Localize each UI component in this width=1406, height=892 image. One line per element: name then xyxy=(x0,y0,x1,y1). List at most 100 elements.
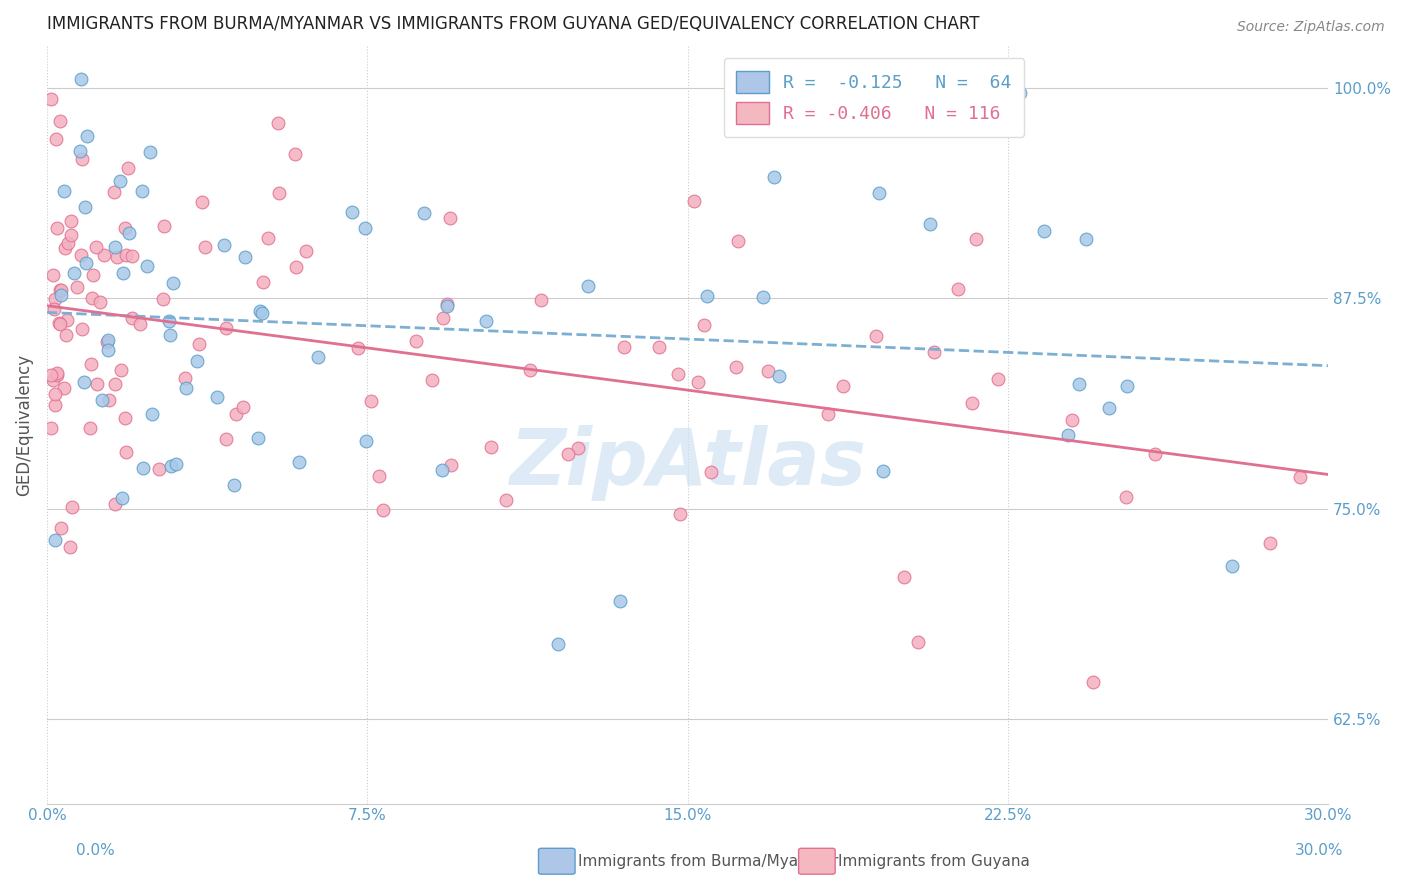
Point xyxy=(249,304,271,318)
Point xyxy=(686,376,709,390)
Point xyxy=(75,201,97,215)
Point xyxy=(960,396,983,410)
Point xyxy=(252,275,274,289)
Point xyxy=(1097,401,1119,415)
Point xyxy=(439,211,461,225)
Point xyxy=(86,240,108,254)
Point xyxy=(105,250,128,264)
Point xyxy=(267,116,290,130)
Point xyxy=(53,381,76,395)
Point xyxy=(80,357,103,371)
Point xyxy=(53,184,76,198)
Point xyxy=(519,363,541,377)
Text: IMMIGRANTS FROM BURMA/MYANMAR VS IMMIGRANTS FROM GUYANA GED/EQUIVALENCY CORRELAT: IMMIGRANTS FROM BURMA/MYANMAR VS IMMIGRA… xyxy=(46,15,980,33)
Point xyxy=(160,459,183,474)
Point xyxy=(51,287,73,301)
Point xyxy=(58,235,80,250)
Point xyxy=(110,363,132,377)
Point xyxy=(80,291,103,305)
Point xyxy=(112,266,135,280)
Legend: R =  -0.125   N =  64, R = -0.406   N = 116: R = -0.125 N = 64, R = -0.406 N = 116 xyxy=(724,59,1025,136)
Point xyxy=(613,340,636,354)
Point xyxy=(49,283,72,297)
Point xyxy=(294,244,316,259)
Point xyxy=(82,268,104,282)
Point xyxy=(60,227,83,242)
Point xyxy=(194,240,217,254)
Point xyxy=(756,364,779,378)
Point xyxy=(567,442,589,456)
Point xyxy=(233,250,256,264)
Point xyxy=(114,221,136,235)
Point xyxy=(152,219,174,233)
Point xyxy=(432,310,454,325)
Point xyxy=(1008,86,1031,100)
Point xyxy=(1083,674,1105,689)
Point xyxy=(683,194,706,209)
Point xyxy=(49,317,72,331)
Point xyxy=(907,635,929,649)
Point xyxy=(152,292,174,306)
Point xyxy=(136,259,159,273)
Point xyxy=(48,317,70,331)
Point xyxy=(1220,558,1243,573)
Point xyxy=(75,256,97,270)
Point xyxy=(59,214,82,228)
Point xyxy=(215,321,238,335)
Point xyxy=(250,306,273,320)
Point xyxy=(669,507,692,521)
Point xyxy=(93,248,115,262)
Point xyxy=(283,146,305,161)
Point xyxy=(267,186,290,200)
Point xyxy=(44,398,66,412)
Point xyxy=(831,378,853,392)
Point xyxy=(557,447,579,461)
Point xyxy=(666,367,689,381)
Point xyxy=(66,280,89,294)
Point xyxy=(56,313,79,327)
Point xyxy=(648,340,671,354)
Point xyxy=(495,492,517,507)
Point xyxy=(893,570,915,584)
Point xyxy=(1260,535,1282,549)
Point xyxy=(97,343,120,357)
Point xyxy=(475,314,498,328)
Point xyxy=(530,293,553,307)
Point xyxy=(44,386,66,401)
Point xyxy=(39,368,62,383)
Point xyxy=(114,411,136,425)
Point xyxy=(157,314,180,328)
Point xyxy=(70,152,93,166)
Point xyxy=(576,278,599,293)
Point xyxy=(1067,376,1090,391)
Point xyxy=(121,249,143,263)
Point xyxy=(1032,224,1054,238)
Point xyxy=(104,497,127,511)
Point xyxy=(39,92,62,106)
Point xyxy=(257,231,280,245)
Point xyxy=(356,434,378,448)
Point xyxy=(373,502,395,516)
Point xyxy=(159,327,181,342)
Point xyxy=(700,465,723,479)
Point xyxy=(41,268,63,282)
Point xyxy=(224,478,246,492)
Point xyxy=(609,594,631,608)
Point xyxy=(69,145,91,159)
Point xyxy=(1116,379,1139,393)
Point xyxy=(436,299,458,313)
Point xyxy=(70,248,93,262)
Point xyxy=(287,455,309,469)
Text: 0.0%: 0.0% xyxy=(76,843,115,857)
Point xyxy=(207,390,229,404)
Point xyxy=(762,170,785,185)
Point xyxy=(55,327,77,342)
Point xyxy=(44,292,66,306)
Point xyxy=(727,234,749,248)
Point xyxy=(987,372,1010,386)
Point xyxy=(190,195,212,210)
Point xyxy=(430,462,453,476)
Point xyxy=(45,132,67,146)
Point xyxy=(176,381,198,395)
Point xyxy=(872,464,894,478)
